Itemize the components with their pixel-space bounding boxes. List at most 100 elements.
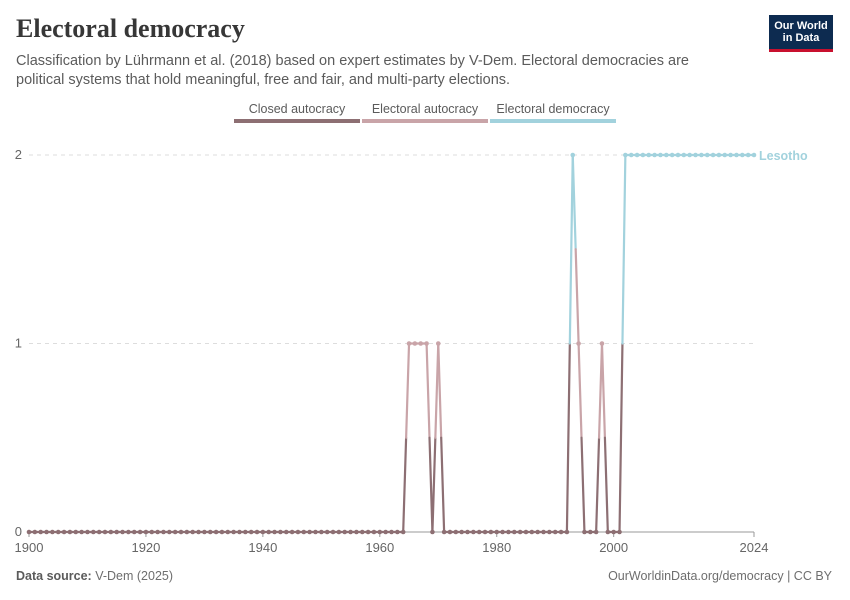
legend-label: Electoral autocracy <box>371 102 479 116</box>
data-point <box>430 529 435 535</box>
series-segment <box>425 342 431 439</box>
series-segment <box>621 153 627 345</box>
data-point <box>658 152 663 158</box>
data-point <box>254 529 260 535</box>
data-point <box>687 152 692 158</box>
series-segment <box>440 436 446 534</box>
legend-item-electoral-autocracy[interactable]: Electoral autocracy <box>362 100 488 126</box>
data-point <box>365 529 371 535</box>
data-point <box>359 529 365 535</box>
series-label: Lesotho <box>759 149 808 163</box>
x-tick-label: 1940 <box>248 540 277 555</box>
data-point <box>155 529 160 535</box>
data-point <box>453 529 459 535</box>
data-point <box>137 529 143 535</box>
data-point <box>91 529 96 535</box>
source-value[interactable]: V-Dem (2025) <box>95 569 174 583</box>
data-point <box>576 341 581 346</box>
data-point <box>44 529 49 535</box>
series-segment <box>577 342 583 439</box>
x-tick-label: 1920 <box>131 540 160 555</box>
legend-item-electoral-democracy[interactable]: Electoral democracy <box>490 100 616 126</box>
data-point <box>482 529 488 535</box>
data-point <box>295 529 301 535</box>
data-point <box>196 529 201 535</box>
data-point <box>336 529 342 535</box>
logo-line-2: in Data <box>782 32 820 44</box>
data-point <box>237 529 242 535</box>
data-point <box>348 529 353 535</box>
data-point <box>406 341 412 346</box>
line-chart: 0 1 2 1900 1920 1940 1960 1980 2000 2024 Lesotho <box>15 147 808 555</box>
legend-item-closed-autocracy[interactable]: Closed autocracy <box>234 100 360 126</box>
data-point <box>202 529 207 535</box>
chart-title: Electoral democracy <box>16 14 245 43</box>
data-point <box>108 529 114 535</box>
data-point <box>652 152 657 158</box>
data-point <box>55 529 61 535</box>
logo-line-1: Our World <box>774 20 828 32</box>
data-point <box>704 152 710 158</box>
data-point <box>640 152 646 158</box>
legend-label: Closed autocracy <box>248 102 346 116</box>
data-point <box>85 529 90 535</box>
data-point <box>143 529 149 535</box>
legend-label: Electoral democracy <box>496 102 610 116</box>
data-point <box>231 529 236 535</box>
data-point <box>400 529 406 535</box>
data-point <box>225 529 231 535</box>
data-point <box>693 152 698 158</box>
y-tick-label: 0 <box>15 524 22 539</box>
legend-swatch <box>490 119 616 123</box>
data-point <box>260 529 266 535</box>
data-point <box>494 529 500 535</box>
data-point <box>207 529 213 535</box>
data-point <box>190 529 196 535</box>
series-segment <box>571 153 577 251</box>
x-tick-label: 2024 <box>740 540 769 555</box>
data-point <box>535 529 540 535</box>
data-point <box>213 529 219 535</box>
series-segment <box>565 342 571 534</box>
legend-swatch <box>362 119 488 123</box>
owid-logo[interactable]: Our World in Data <box>769 15 833 52</box>
data-point <box>61 529 67 535</box>
data-point <box>26 529 32 535</box>
data-point <box>266 529 272 535</box>
footer-credit[interactable]: OurWorldinData.org/democracy | CC BY <box>608 569 832 583</box>
data-point <box>167 529 172 535</box>
data-point <box>681 152 687 158</box>
data-point <box>541 529 546 535</box>
data-point <box>96 529 102 535</box>
data-point <box>663 152 669 158</box>
data-point <box>126 529 131 535</box>
series-segment <box>431 436 437 534</box>
data-point <box>751 152 757 158</box>
data-point <box>646 152 652 158</box>
data-source: Data source: V-Dem (2025) <box>16 569 173 583</box>
series-segment <box>600 342 607 439</box>
data-point <box>745 152 751 158</box>
data-point <box>441 529 447 535</box>
data-point <box>605 529 611 535</box>
data-point <box>471 529 476 535</box>
data-point <box>330 529 336 535</box>
data-point <box>377 529 383 535</box>
data-point <box>114 529 120 535</box>
series-segment <box>437 342 443 439</box>
data-point <box>313 529 318 535</box>
data-point <box>500 529 505 535</box>
data-point <box>289 529 295 535</box>
series-segment <box>618 342 624 534</box>
data-point <box>593 529 599 535</box>
data-point <box>272 529 277 535</box>
data-point <box>395 529 400 535</box>
data-point <box>587 529 593 535</box>
data-point <box>611 529 616 535</box>
data-point <box>722 152 728 158</box>
data-point <box>716 152 722 158</box>
chart-legend: Closed autocracy Electoral autocracy Ele… <box>234 100 618 126</box>
data-point <box>219 529 225 535</box>
data-point <box>371 529 377 535</box>
data-point <box>342 529 348 535</box>
